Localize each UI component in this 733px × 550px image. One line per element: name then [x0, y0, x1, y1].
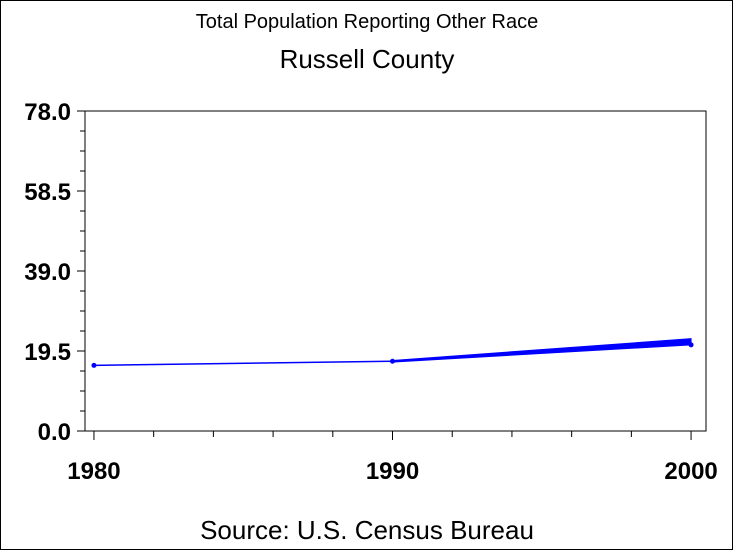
- data-point: [390, 358, 396, 364]
- y-tick-label: 78.0: [24, 99, 71, 126]
- x-tick-label: 1980: [67, 458, 120, 485]
- plot-area: [84, 110, 707, 432]
- y-tick-label: 19.5: [24, 339, 71, 366]
- x-axis: 1980 1990 2000: [67, 431, 718, 485]
- series-band: [392, 338, 692, 363]
- series-line: [93, 360, 393, 367]
- y-tick-label: 58.5: [24, 179, 71, 206]
- y-tick-label: 39.0: [24, 259, 71, 286]
- chart-title: Total Population Reporting Other Race: [196, 11, 538, 33]
- y-tick-label: 0.0: [38, 419, 71, 446]
- data-point: [688, 342, 694, 348]
- chart-subtitle: Russell County: [280, 44, 455, 74]
- data-point: [91, 362, 97, 368]
- x-tick-label: 2000: [664, 458, 717, 485]
- x-tick-label: 1990: [366, 458, 419, 485]
- source-note: Source: U.S. Census Bureau: [200, 515, 534, 545]
- y-axis: 0.0 19.5 39.0 58.5 78.0: [24, 99, 85, 446]
- series-layer: [91, 338, 694, 368]
